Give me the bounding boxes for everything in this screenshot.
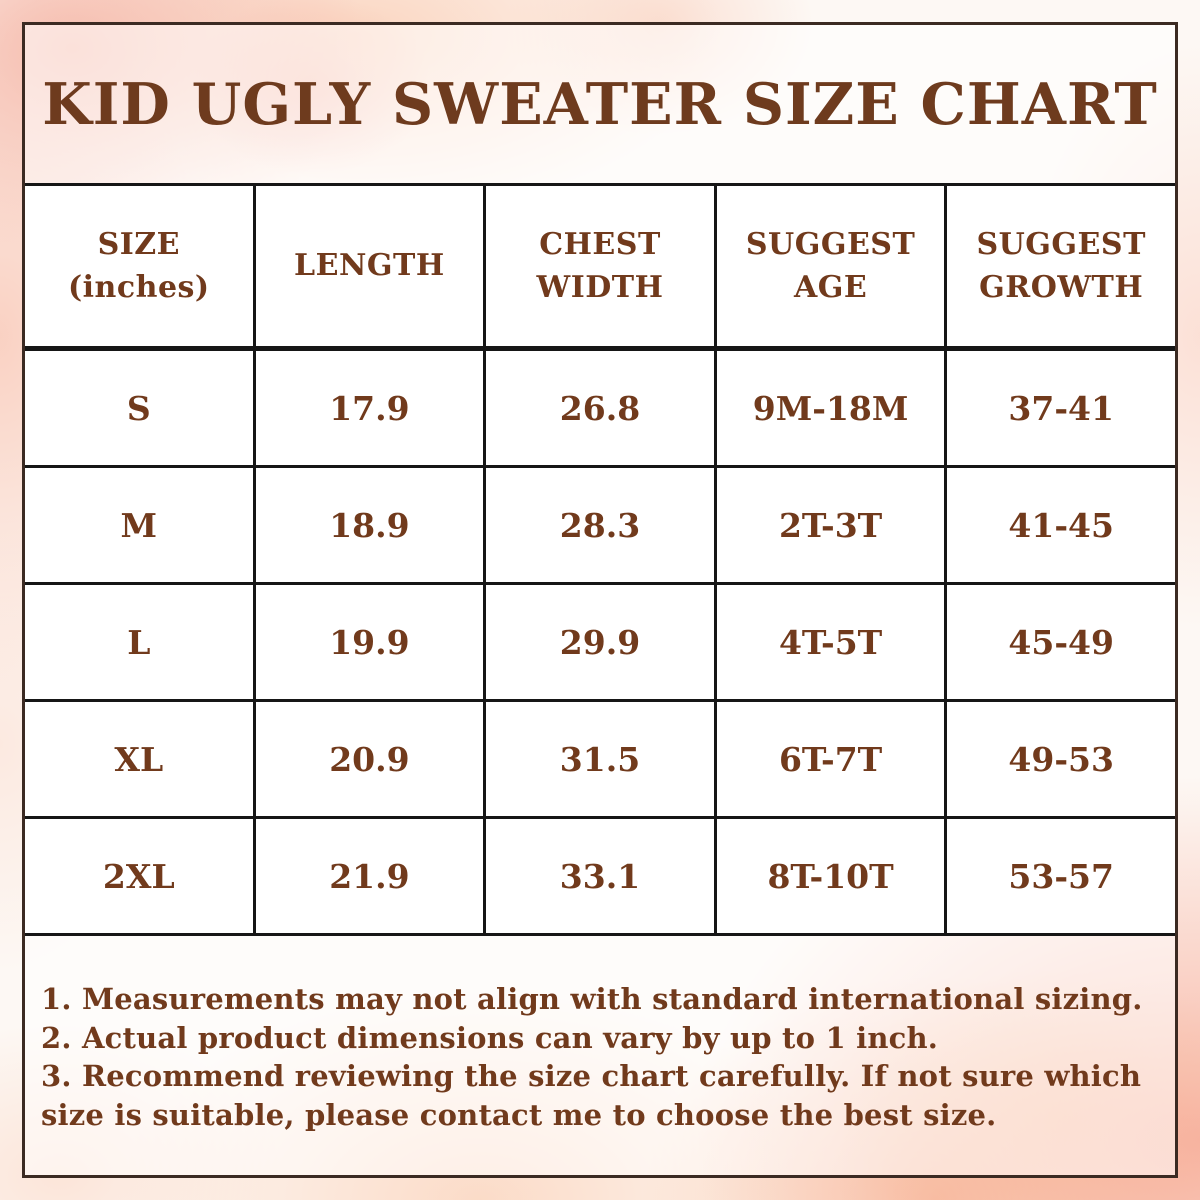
column-header-length: LENGTH [255, 186, 484, 348]
cell-growth-2xl: 53-57 [947, 819, 1175, 933]
header-line: (inches) [67, 270, 210, 305]
cell-size-l: L [25, 585, 253, 699]
header-line: CHEST [539, 226, 661, 262]
column-header-suggest-growth: SUGGEST GROWTH [947, 186, 1175, 348]
cell-chest-2xl: 33.1 [486, 819, 714, 933]
cell-chest-s: 26.8 [486, 351, 714, 465]
cell-chest-m: 28.3 [486, 468, 714, 582]
cell-length-l: 19.9 [255, 585, 484, 699]
header-line: AGE [793, 270, 868, 305]
size-chart-table: SIZE (inches) LENGTH CHEST WIDTH SUGGEST… [25, 183, 1175, 936]
cell-age-l: 4T-5T [716, 585, 945, 699]
header-line: LENGTH [294, 248, 445, 284]
title-band: KID UGLY SWEATER SIZE CHART [25, 25, 1175, 183]
header-line: WIDTH [536, 270, 664, 305]
note-3: 3. Recommend reviewing the size chart ca… [41, 1059, 1142, 1132]
cell-growth-xl: 49-53 [947, 702, 1175, 816]
cell-growth-l: 45-49 [947, 585, 1175, 699]
header-line: GROWTH [979, 270, 1144, 305]
cell-length-xl: 20.9 [255, 702, 484, 816]
cell-size-s: S [25, 351, 253, 465]
cell-chest-xl: 31.5 [486, 702, 714, 816]
header-line: SUGGEST [976, 226, 1146, 262]
cell-age-s: 9M-18M [716, 351, 945, 465]
cell-length-m: 18.9 [255, 468, 484, 582]
cell-growth-m: 41-45 [947, 468, 1175, 582]
header-line: SUGGEST [745, 226, 916, 262]
cell-size-2xl: 2XL [25, 819, 253, 933]
cell-growth-s: 37-41 [947, 351, 1175, 465]
size-chart-card: KID UGLY SWEATER SIZE CHART SIZE (inches… [22, 22, 1178, 1178]
column-header-chest-width: CHEST WIDTH [486, 186, 714, 348]
cell-age-m: 2T-3T [716, 468, 945, 582]
column-header-size: SIZE (inches) [25, 186, 253, 348]
note-1: 1. Measurements may not align with stand… [41, 982, 1143, 1016]
cell-chest-l: 29.9 [486, 585, 714, 699]
page-title: KID UGLY SWEATER SIZE CHART [42, 70, 1158, 138]
cell-age-xl: 6T-7T [716, 702, 945, 816]
notes-section: 1. Measurements may not align with stand… [25, 936, 1175, 1175]
cell-length-2xl: 21.9 [255, 819, 484, 933]
cell-size-xl: XL [25, 702, 253, 816]
header-line: SIZE [97, 226, 181, 262]
cell-size-m: M [25, 468, 253, 582]
note-2: 2. Actual product dimensions can vary by… [41, 1020, 939, 1055]
column-header-suggest-age: SUGGEST AGE [716, 186, 945, 348]
cell-age-2xl: 8T-10T [716, 819, 945, 933]
cell-length-s: 17.9 [255, 351, 484, 465]
